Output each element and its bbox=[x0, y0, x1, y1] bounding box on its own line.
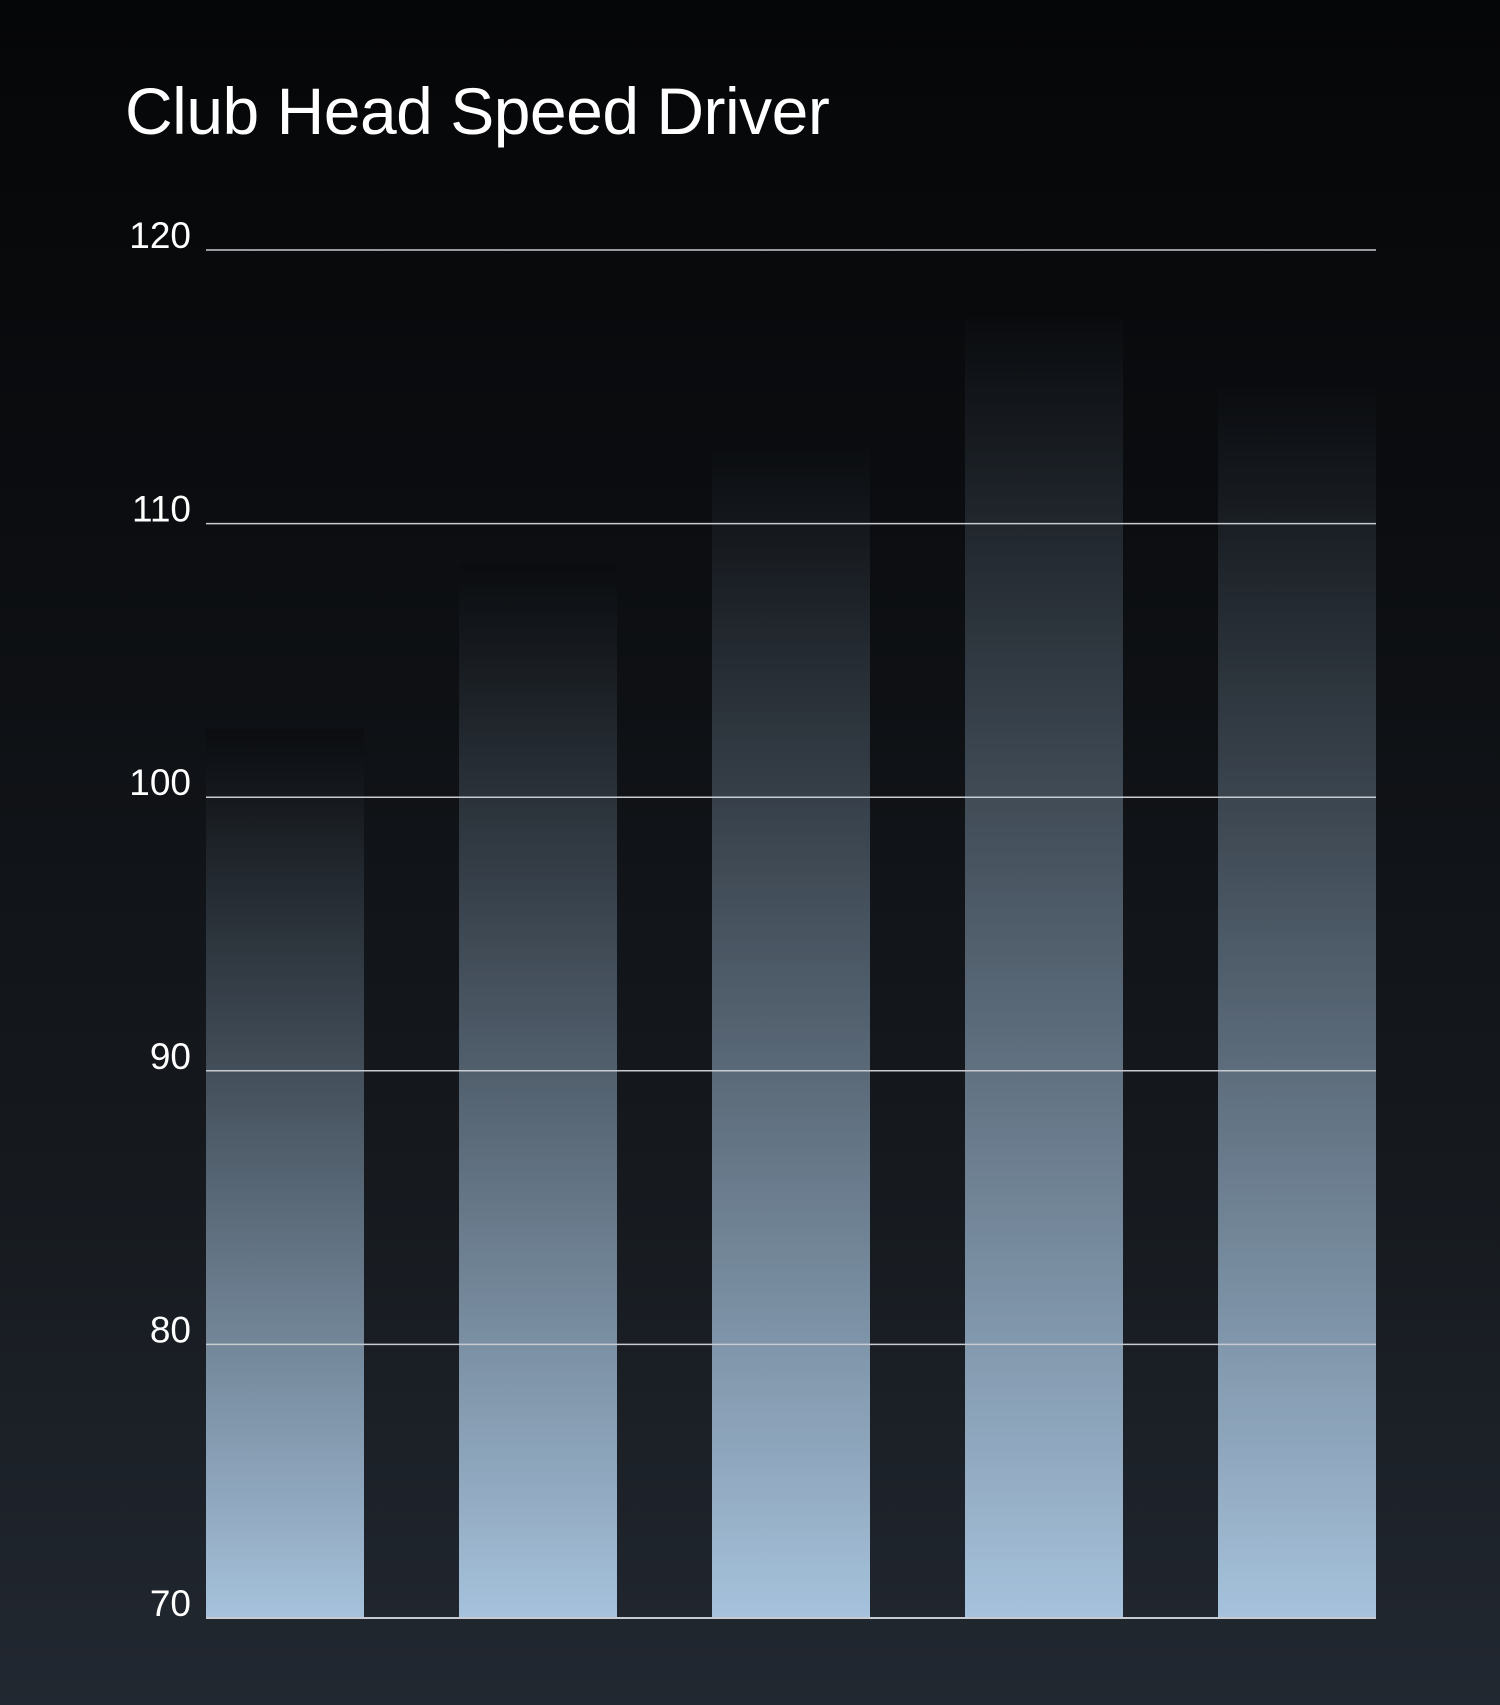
ytick-label-80: 80 bbox=[150, 1309, 191, 1350]
grid-layer bbox=[206, 249, 1376, 1619]
ytick-label-90: 90 bbox=[150, 1036, 191, 1077]
bar-2 bbox=[459, 564, 617, 1618]
bar-3 bbox=[712, 441, 870, 1618]
ytick-label-120: 120 bbox=[129, 215, 191, 256]
chart-title: Club Head Speed Driver bbox=[125, 74, 830, 148]
bar-5 bbox=[1218, 386, 1376, 1618]
ytick-labels: 120 110 100 90 80 70 bbox=[129, 215, 191, 1624]
bars-layer bbox=[206, 318, 1376, 1618]
ytick-label-70: 70 bbox=[150, 1583, 191, 1624]
bar-1 bbox=[206, 728, 364, 1618]
ytick-label-110: 110 bbox=[132, 489, 191, 530]
bar-4 bbox=[965, 318, 1123, 1618]
ytick-label-100: 100 bbox=[129, 762, 191, 803]
